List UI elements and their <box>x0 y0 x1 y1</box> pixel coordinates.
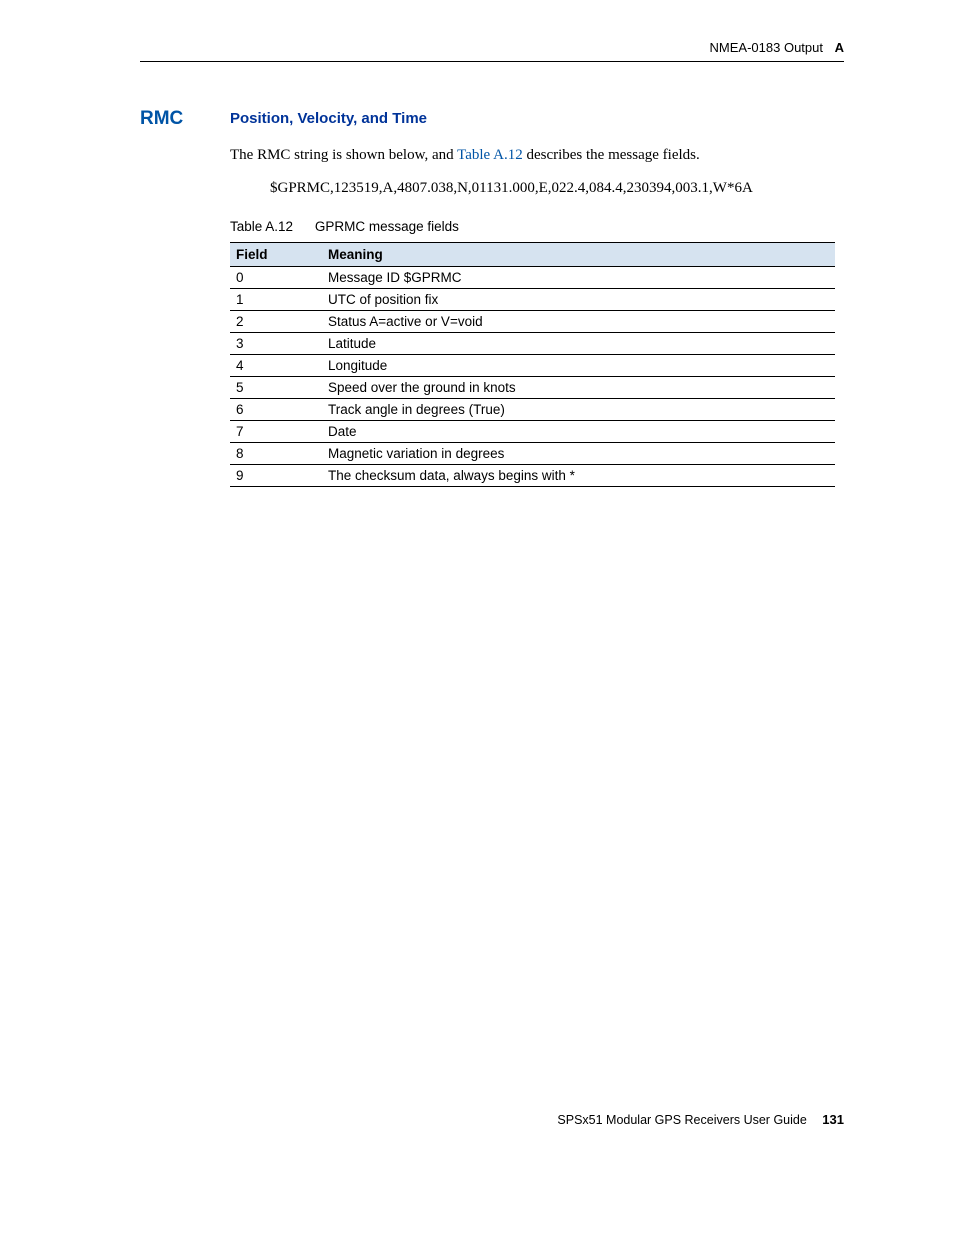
cell-meaning: Status A=active or V=void <box>322 311 835 333</box>
intro-paragraph: The RMC string is shown below, and Table… <box>230 145 844 166</box>
page-footer: SPSx51 Modular GPS Receivers User Guide … <box>557 1112 844 1127</box>
table-row: 4 Longitude <box>230 355 835 377</box>
cell-field: 0 <box>230 267 322 289</box>
footer-page-number: 131 <box>822 1112 844 1127</box>
cell-meaning: The checksum data, always begins with * <box>322 465 835 487</box>
header-line: NMEA-0183 Output A <box>140 40 844 62</box>
table-row: 7 Date <box>230 421 835 443</box>
table-ref-link[interactable]: Table A.12 <box>457 147 523 163</box>
cell-field: 3 <box>230 333 322 355</box>
nmea-string: $GPRMC,123519,A,4807.038,N,01131.000,E,0… <box>270 180 844 197</box>
footer-guide-title: SPSx51 Modular GPS Receivers User Guide <box>557 1113 806 1127</box>
cell-field: 9 <box>230 465 322 487</box>
intro-post: describes the message fields. <box>523 147 700 163</box>
cell-field: 2 <box>230 311 322 333</box>
header-section-letter: A <box>835 40 844 55</box>
cell-field: 8 <box>230 443 322 465</box>
table-row: 9 The checksum data, always begins with … <box>230 465 835 487</box>
page-header: NMEA-0183 Output A <box>140 40 844 62</box>
table-caption: Table A.12 GPRMC message fields <box>230 219 844 234</box>
cell-meaning: Latitude <box>322 333 835 355</box>
table-row: 5 Speed over the ground in knots <box>230 377 835 399</box>
content-area: RMC Position, Velocity, and Time The RMC… <box>140 108 844 487</box>
cell-field: 4 <box>230 355 322 377</box>
header-title: NMEA-0183 Output <box>710 40 823 55</box>
cell-meaning: Longitude <box>322 355 835 377</box>
cell-meaning: UTC of position fix <box>322 289 835 311</box>
table-label: Table A.12 <box>230 219 293 234</box>
cell-field: 5 <box>230 377 322 399</box>
table-header-row: Field Meaning <box>230 243 835 267</box>
cell-meaning: Message ID $GPRMC <box>322 267 835 289</box>
table-row: 6 Track angle in degrees (True) <box>230 399 835 421</box>
cell-meaning: Date <box>322 421 835 443</box>
cell-field: 1 <box>230 289 322 311</box>
message-fields-table: Field Meaning 0 Message ID $GPRMC 1 UTC … <box>230 242 835 487</box>
cell-meaning: Track angle in degrees (True) <box>322 399 835 421</box>
sub-heading: Position, Velocity, and Time <box>230 108 844 127</box>
table-row: 2 Status A=active or V=void <box>230 311 835 333</box>
side-heading: RMC <box>140 108 183 130</box>
cell-meaning: Speed over the ground in knots <box>322 377 835 399</box>
cell-meaning: Magnetic variation in degrees <box>322 443 835 465</box>
table-caption-text: GPRMC message fields <box>315 219 459 234</box>
table-row: 0 Message ID $GPRMC <box>230 267 835 289</box>
table-row: 8 Magnetic variation in degrees <box>230 443 835 465</box>
col-header-field: Field <box>230 243 322 267</box>
cell-field: 7 <box>230 421 322 443</box>
table-row: 3 Latitude <box>230 333 835 355</box>
table-row: 1 UTC of position fix <box>230 289 835 311</box>
cell-field: 6 <box>230 399 322 421</box>
col-header-meaning: Meaning <box>322 243 835 267</box>
intro-pre: The RMC string is shown below, and <box>230 147 457 163</box>
